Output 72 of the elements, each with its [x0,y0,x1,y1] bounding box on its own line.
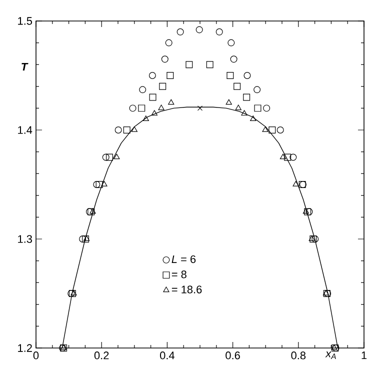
point [230,56,238,63]
point [268,126,276,134]
point [280,154,286,160]
point [250,116,256,121]
point [302,208,310,214]
x-tick-label: 0.4 [160,352,174,360]
point [129,104,136,112]
point [196,26,203,34]
point [79,236,86,242]
point [93,181,100,188]
point [161,56,168,63]
point [226,99,232,105]
point [96,181,103,188]
point [88,208,95,216]
point [244,72,251,79]
x-tick-label: 0 [33,352,39,360]
point [176,28,184,36]
point [165,39,172,46]
point [308,236,315,241]
point [86,208,93,216]
point [123,126,130,134]
x-tick-label: 1 [362,352,367,360]
point [310,236,317,242]
legend-label: = 8 [172,270,186,278]
point [262,126,268,132]
x-tick-label: 0.8 [291,352,306,360]
point [149,94,156,101]
y-tick-label: 1.4 [18,126,32,134]
point [158,104,164,110]
legend-label: L = 6 [172,255,196,264]
point [254,104,262,112]
point [159,82,166,90]
point [168,99,174,105]
x-axis-title: x$_{A}$ [325,352,336,359]
legend-label: = 18.6 [172,286,202,294]
point [70,290,77,296]
y-axis-title: T [22,63,28,71]
point [292,181,299,186]
y-tick-label: 1.2 [18,344,32,352]
point [254,86,261,94]
point [235,104,242,110]
point [290,154,297,161]
point [90,208,96,214]
y-tick-label: 1.5 [18,17,32,25]
point [263,104,270,112]
point [226,72,234,79]
point [166,72,174,79]
point [241,110,248,116]
point [114,154,120,160]
point [228,39,235,46]
point [131,126,138,132]
point [138,104,146,112]
point [197,106,203,111]
point [243,94,250,101]
point [206,61,214,68]
point [139,86,146,94]
point [284,154,292,161]
point [216,28,223,36]
point [142,116,149,121]
point [186,61,193,68]
point [234,82,241,90]
point [106,154,113,161]
point [101,181,108,186]
y-tick-label: 1.3 [18,235,32,243]
point [148,72,156,79]
x-tick-label: 0.2 [94,352,109,360]
x-tick-label: 0.6 [226,352,240,360]
point [102,154,110,161]
point [276,126,284,134]
point [151,110,158,116]
point [312,236,319,242]
point [114,126,122,134]
